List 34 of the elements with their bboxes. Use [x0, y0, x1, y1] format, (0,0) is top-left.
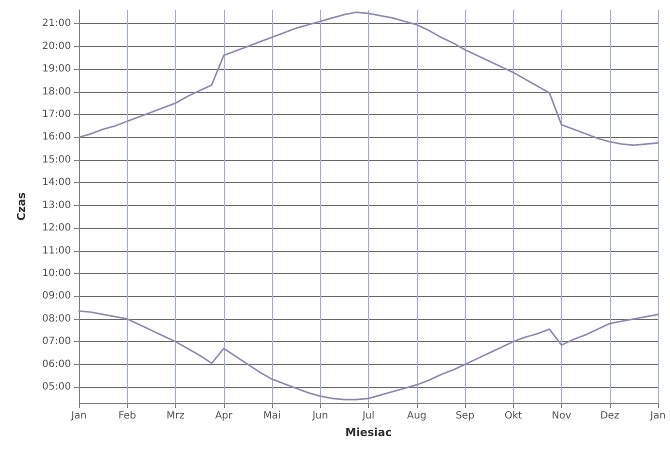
x-tick-label: Nov — [552, 410, 572, 422]
x-tick-label: Sep — [456, 410, 474, 422]
x-tick-label: Apr — [215, 410, 234, 422]
y-axis-title: Czas — [15, 192, 28, 221]
x-tick-label: Aug — [406, 410, 427, 422]
x-tick-label: Mai — [263, 410, 281, 422]
y-tick-label: 05:00 — [42, 382, 71, 393]
x-tick-label: Dez — [600, 410, 620, 422]
y-tick-label: 14:00 — [42, 177, 71, 188]
x-axis-title: Miesiac — [345, 426, 392, 439]
y-tick-label: 06:00 — [42, 358, 71, 370]
x-tick-label: Okt — [504, 410, 522, 422]
y-tick-label: 15:00 — [42, 154, 71, 166]
y-tick-label: 20:00 — [42, 40, 71, 52]
y-tick-label: 19:00 — [42, 64, 71, 75]
y-tick-label: 18:00 — [42, 86, 71, 98]
line-series — [78, 11, 659, 146]
x-tick-label: Jan — [649, 410, 666, 422]
y-tick-label: 12:00 — [42, 222, 71, 234]
y-tick-label: 17:00 — [42, 108, 71, 120]
y-tick-label: 07:00 — [42, 336, 71, 348]
y-tick-label: 10:00 — [42, 268, 71, 280]
x-tick-label: Jun — [311, 410, 328, 422]
y-tick-label: 13:00 — [42, 200, 71, 211]
x-tick-label: Feb — [118, 410, 136, 422]
x-tick-label: Jan — [70, 410, 87, 422]
x-tick-label: Mrz — [166, 410, 184, 422]
y-tick-label: 09:00 — [42, 290, 71, 302]
x-tick-label: Jul — [361, 410, 375, 422]
y-tick-label: 11:00 — [42, 245, 71, 256]
y-tick-label: 08:00 — [42, 313, 71, 324]
y-tick-label: 21:00 — [42, 18, 71, 30]
line-series — [78, 310, 659, 400]
y-tick-label: 16:00 — [42, 132, 71, 143]
